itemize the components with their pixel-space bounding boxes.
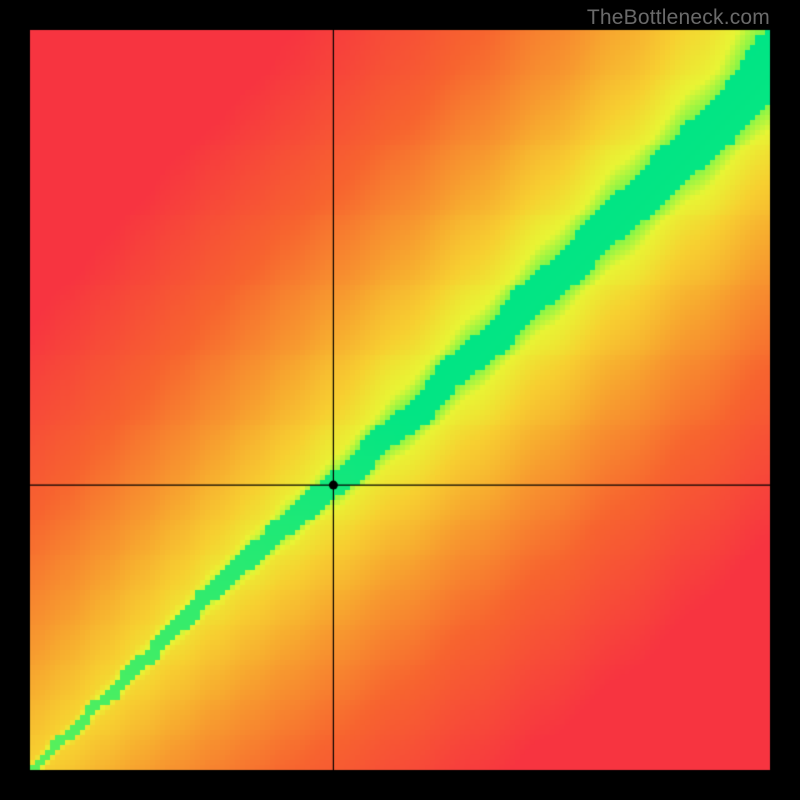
- watermark-text: TheBottleneck.com: [587, 6, 770, 30]
- heatmap-canvas: [0, 0, 800, 800]
- chart-container: TheBottleneck.com: [0, 0, 800, 800]
